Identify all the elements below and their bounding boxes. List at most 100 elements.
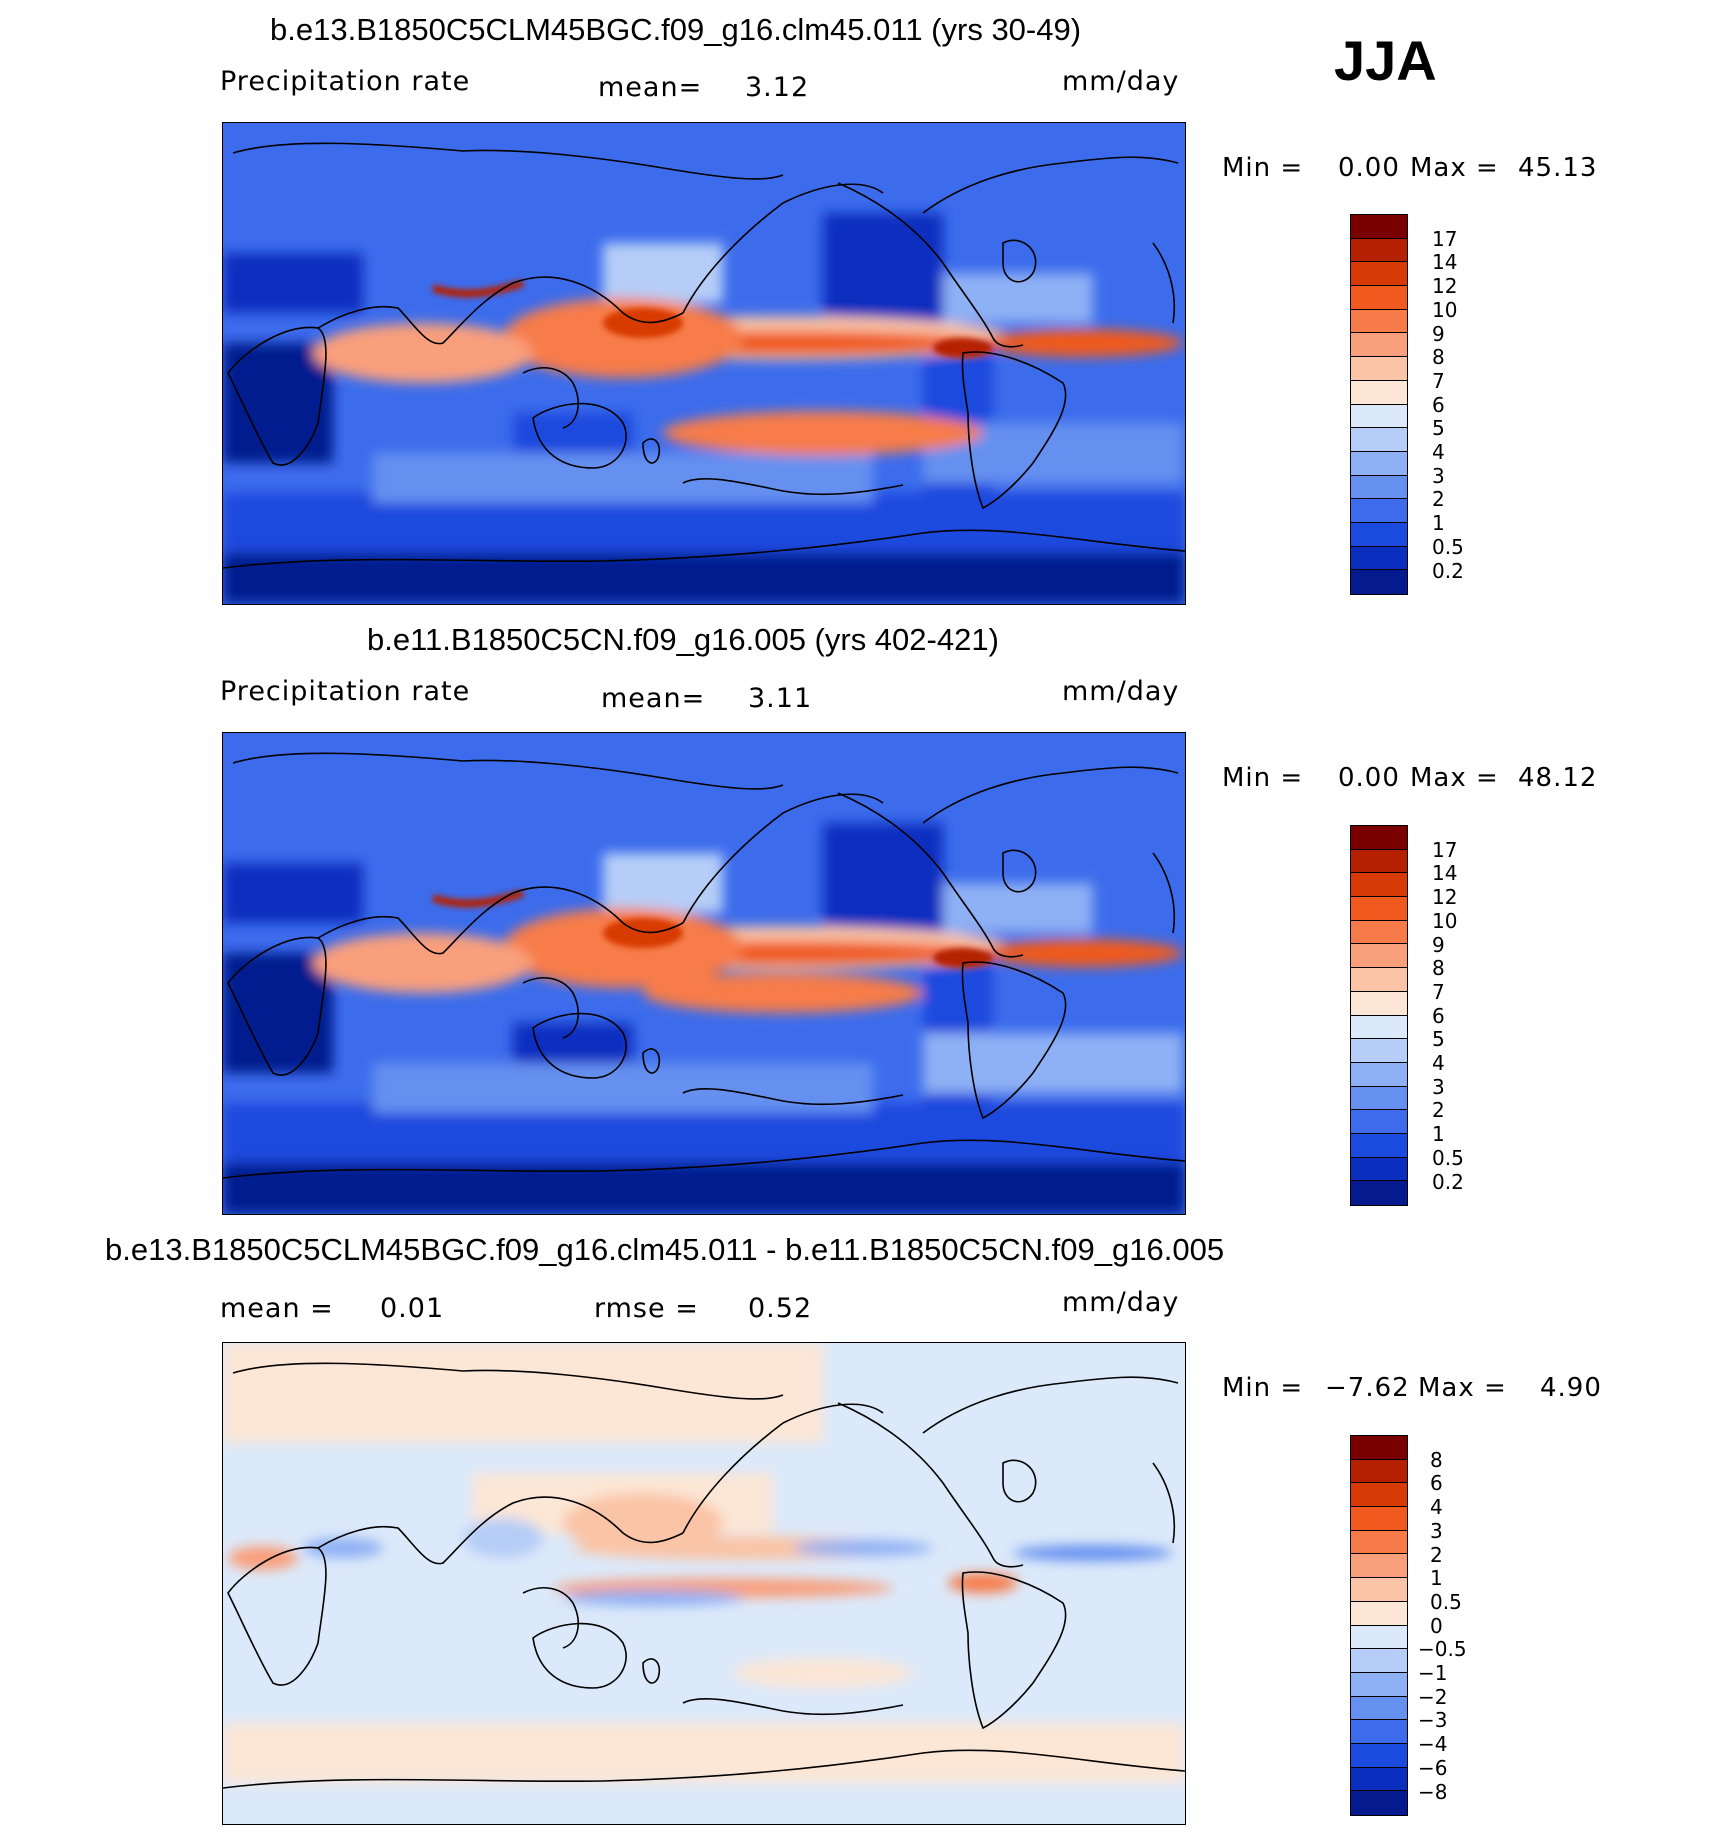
colorbar-swatch	[1351, 1015, 1407, 1040]
colorbar-swatch	[1351, 475, 1407, 500]
panel2-mean-label: mean=	[601, 683, 706, 714]
colorbar-swatch	[1351, 873, 1407, 898]
panel1-max-value: 45.13	[1518, 153, 1598, 183]
colorbar-swatch	[1351, 309, 1407, 334]
colorbar-tick-label: 2	[1432, 487, 1445, 512]
panel1-max-label: Max =	[1410, 153, 1499, 183]
colorbar-swatch	[1351, 546, 1407, 571]
panel3-max-value: 4.90	[1540, 1373, 1602, 1403]
colorbar-tick-label: −3	[1418, 1708, 1448, 1733]
colorbar-tick-label: 8	[1432, 345, 1445, 370]
colorbar-tick-label: 4	[1432, 440, 1445, 464]
colorbar-tick-label: 0	[1430, 1613, 1443, 1638]
colorbar-tick-label: 4	[1430, 1495, 1443, 1520]
colorbar-swatch	[1351, 380, 1407, 405]
colorbar-tick-label: 3	[1430, 1518, 1443, 1543]
panel1-mean-value: 3.12	[745, 72, 810, 103]
panel2-precip-map	[222, 732, 1186, 1215]
colorbar-swatch	[1351, 1743, 1407, 1768]
colorbar-tick-label: 0.2	[1432, 1169, 1464, 1194]
colorbar-swatch	[1351, 1791, 1407, 1815]
panel1-units: mm/day	[1062, 66, 1180, 97]
colorbar-tick-label: −0.5	[1418, 1637, 1467, 1662]
colorbar-swatch	[1351, 499, 1407, 523]
colorbar-swatch	[1351, 1483, 1407, 1508]
colorbar-tick-label: −4	[1418, 1732, 1448, 1757]
colorbar-swatch	[1351, 1133, 1407, 1158]
panel1-mean-label: mean=	[598, 72, 703, 103]
colorbar-swatch	[1351, 333, 1407, 358]
colorbar-swatch	[1351, 570, 1407, 594]
colorbar-tick-label: 4	[1432, 1051, 1445, 1075]
colorbar-tick-label: 17	[1432, 226, 1458, 251]
panel3-colorbar	[1350, 1435, 1408, 1816]
panel3-units: mm/day	[1062, 1287, 1180, 1318]
colorbar-tick-label: 3	[1432, 463, 1445, 488]
panel2-mean-value: 3.11	[748, 683, 813, 714]
panel1-title: b.e13.B1850C5CLM45BGC.f09_g16.clm45.011 …	[270, 12, 1082, 47]
colorbar-swatch	[1351, 1530, 1407, 1555]
colorbar-tick-label: 6	[1430, 1471, 1443, 1496]
panel3-title: b.e13.B1850C5CLM45BGC.f09_g16.clm45.011 …	[105, 1232, 1225, 1267]
colorbar-swatch	[1351, 1157, 1407, 1182]
colorbar-swatch	[1351, 1696, 1407, 1721]
colorbar-swatch	[1351, 1767, 1407, 1792]
panel3-mean-value: 0.01	[380, 1293, 445, 1324]
colorbar-tick-label: 8	[1430, 1447, 1443, 1472]
colorbar-swatch	[1351, 404, 1407, 429]
panel2-max-value: 48.12	[1518, 763, 1598, 793]
panel3-max-label: Max =	[1418, 1373, 1507, 1403]
colorbar-tick-label: 0.5	[1432, 1145, 1464, 1170]
colorbar-tick-label: 5	[1432, 416, 1445, 441]
colorbar-tick-label: 6	[1432, 1003, 1445, 1028]
colorbar-tick-label: 2	[1430, 1542, 1443, 1567]
colorbar-swatch	[1351, 1554, 1407, 1579]
colorbar-tick-label: 2	[1432, 1098, 1445, 1123]
panel3-rmse-value: 0.52	[748, 1293, 813, 1324]
panel2-variable-label: Precipitation rate	[220, 676, 471, 707]
colorbar-swatch	[1351, 262, 1407, 287]
colorbar-tick-label: 7	[1432, 368, 1445, 393]
panel2-title: b.e11.B1850C5CN.f09_g16.005 (yrs 402-421…	[367, 622, 999, 657]
colorbar-swatch	[1351, 991, 1407, 1016]
colorbar-swatch	[1351, 1436, 1407, 1460]
colorbar-tick-label: −2	[1418, 1684, 1448, 1709]
colorbar-swatch	[1351, 1625, 1407, 1650]
colorbar-tick-label: 1	[1432, 511, 1445, 536]
colorbar-tick-label: −6	[1418, 1755, 1448, 1780]
colorbar-swatch	[1351, 897, 1407, 921]
panel3-map-graphic	[223, 1343, 1185, 1824]
panel2-min-label: Min =	[1222, 763, 1304, 793]
colorbar-swatch	[1351, 1507, 1407, 1531]
colorbar-swatch	[1351, 1039, 1407, 1063]
colorbar-tick-label: 1	[1430, 1566, 1443, 1591]
panel1-min-label: Min =	[1222, 153, 1304, 183]
colorbar-swatch	[1351, 1062, 1407, 1087]
colorbar-tick-label: 0.5	[1432, 534, 1464, 559]
colorbar-tick-label: 8	[1432, 956, 1445, 981]
panel3-min-label: Min =	[1222, 1373, 1304, 1403]
colorbar-tick-label: −8	[1418, 1779, 1448, 1804]
colorbar-swatch	[1351, 1672, 1407, 1697]
colorbar-swatch	[1351, 920, 1407, 945]
panel2-max-label: Max =	[1410, 763, 1499, 793]
colorbar-tick-label: 7	[1432, 979, 1445, 1004]
colorbar-swatch	[1351, 968, 1407, 992]
colorbar-swatch	[1351, 215, 1407, 239]
panel1-min-value: 0.00	[1338, 153, 1400, 183]
panel3-min-value: −7.62	[1325, 1373, 1410, 1403]
panel2-map-graphic	[223, 733, 1185, 1214]
colorbar-tick-label: −1	[1418, 1661, 1448, 1685]
panel2-units: mm/day	[1062, 676, 1180, 707]
colorbar-tick-label: 6	[1432, 392, 1445, 417]
colorbar-swatch	[1351, 451, 1407, 476]
colorbar-swatch	[1351, 428, 1407, 452]
panel3-mean-label: mean =	[220, 1293, 334, 1324]
colorbar-tick-label: 14	[1432, 861, 1458, 886]
colorbar-swatch	[1351, 286, 1407, 310]
colorbar-swatch	[1351, 849, 1407, 874]
colorbar-swatch	[1351, 1720, 1407, 1744]
colorbar-tick-label: 10	[1432, 908, 1458, 933]
colorbar-tick-label: 10	[1432, 297, 1458, 322]
panel1-precip-map	[222, 122, 1186, 605]
